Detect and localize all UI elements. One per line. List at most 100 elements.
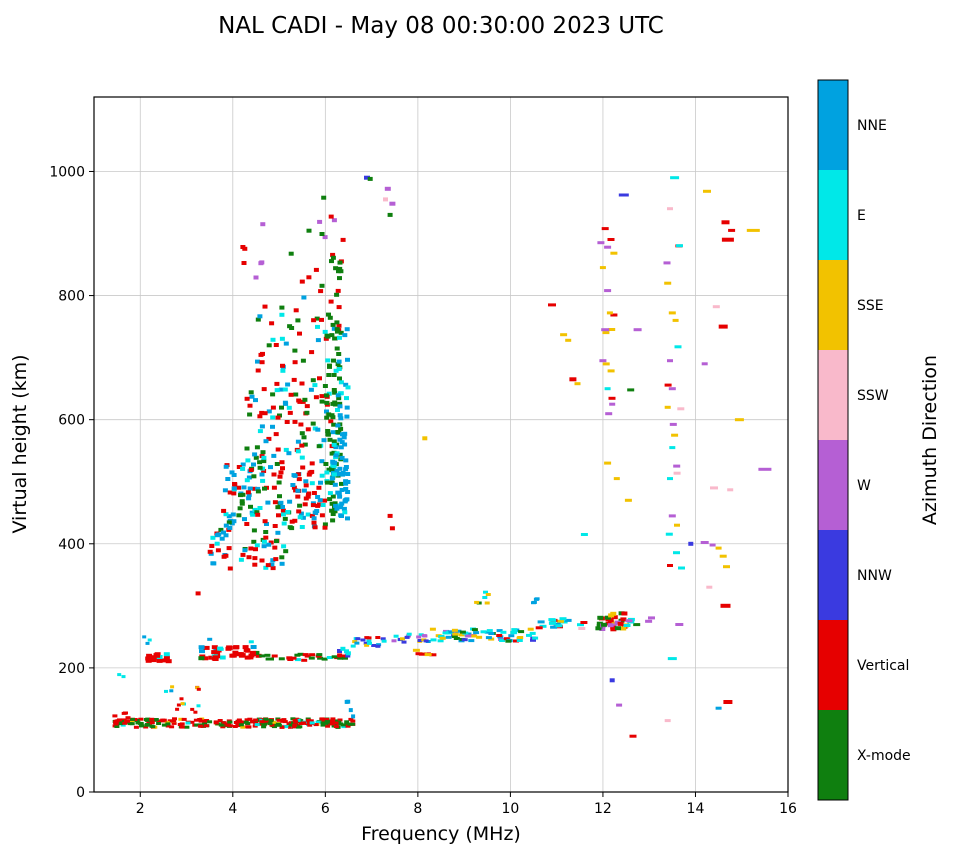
scatter-point [296,509,302,514]
scatter-point [604,387,611,391]
scatter-point [247,486,253,491]
scatter-point [281,512,286,517]
scatter-point [300,515,306,520]
scatter-point [268,719,274,722]
x-tick-label: 14 [687,801,705,817]
scatter-point [333,721,339,725]
scatter-point [325,358,331,363]
scatter-point [297,515,303,520]
scatter-point [607,623,614,628]
scatter-point [301,488,307,493]
scatter-point [363,641,369,645]
scatter-point [239,653,246,658]
scatter-point [251,462,256,467]
scatter-point [238,493,243,498]
scatter-point [597,615,604,620]
scatter-point [231,491,237,496]
scatter-point [280,363,285,368]
scatter-point [667,207,673,211]
y-tick-label: 0 [76,785,85,801]
colorbar-category-label: X-mode [857,748,911,764]
scatter-point [313,395,319,400]
scatter-point [623,624,631,627]
scatter-point [178,717,184,721]
y-tick-label: 800 [58,289,85,305]
scatter-point [673,551,680,555]
scatter-point [331,460,337,465]
scatter-point [296,477,302,482]
scatter-point [718,324,728,329]
scatter-point [295,472,301,477]
scatter-point [257,506,263,510]
scatter-point [283,725,289,729]
scatter-point [332,482,338,487]
scatter-point [255,489,261,494]
scatter-point [244,522,250,526]
scatter-point [253,650,260,655]
scatter-point [329,476,335,481]
scatter-point [548,303,556,307]
scatter-point [323,336,329,341]
scatter-point [337,401,343,406]
scatter-point [238,720,244,724]
scatter-point [262,411,268,416]
scatter-point [721,237,734,242]
scatter-point [295,488,301,493]
scatter-point [309,350,315,355]
scatter-point [339,488,345,492]
scatter-point [271,472,277,477]
scatter-point [262,486,267,491]
scatter-point [286,405,292,410]
scatter-point [272,524,278,528]
scatter-point [221,530,226,535]
scatter-point [296,725,301,729]
scatter-point [375,644,381,648]
scatter-point [601,622,607,627]
scatter-point [557,619,564,623]
scatter-point [226,520,232,525]
scatter-point [343,487,349,491]
scatter-point [294,653,301,657]
scatter-point [212,655,219,660]
scatter-point [604,245,612,249]
scatter-point [673,471,681,475]
scatter-point [215,548,221,553]
scatter-point [261,723,267,727]
scatter-point [127,722,133,726]
scatter-point [279,405,284,410]
scatter-point [367,176,373,181]
scatter-point [671,433,679,437]
scatter-point [241,261,247,265]
scatter-point [337,494,343,499]
scatter-point [613,477,620,481]
scatter-point [332,336,338,341]
scatter-point [288,725,293,729]
scatter-point [565,338,572,342]
scatter-point [406,632,412,636]
scatter-point [673,464,681,468]
scatter-point [261,469,267,473]
scatter-point [335,362,341,367]
scatter-point [548,618,556,622]
scatter-point [337,413,343,418]
scatter-point [452,632,459,636]
scatter-point [329,413,335,418]
colorbar-outline [817,79,849,801]
scatter-point [672,318,679,322]
scatter-point [285,510,291,514]
scatter-point [339,481,344,486]
colorbar-category-label: SSW [857,388,889,404]
scatter-point [329,481,335,485]
scatter-point [276,513,281,518]
scatter-point [156,719,162,723]
scatter-point [339,654,346,658]
scatter-point [238,723,244,727]
scatter-point [278,387,284,392]
scatter-point [283,447,289,452]
scatter-point [451,628,458,632]
scatter-point [255,317,261,322]
scatter-point [244,396,250,401]
scatter-point [223,464,229,469]
scatter-point [278,470,284,475]
scatter-point [559,617,567,621]
